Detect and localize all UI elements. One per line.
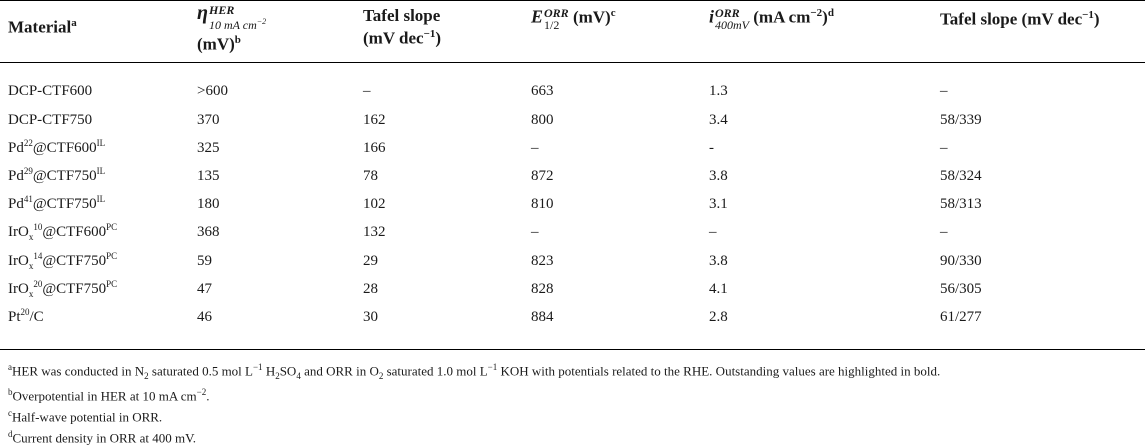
table-row: Pd41@CTF750IL 180 102 810 3.1 58/313 — [0, 195, 1145, 221]
cell-tafel-orr: – — [940, 224, 948, 240]
cell-overpotential: 180 — [197, 196, 220, 212]
cell-tafel-her: 162 — [363, 112, 386, 128]
cell-tafel-orr: 90/330 — [940, 253, 982, 269]
cell-half-wave: 663 — [531, 83, 554, 99]
cell-half-wave: 884 — [531, 309, 554, 325]
cell-half-wave: – — [531, 224, 539, 240]
cell-tafel-orr: 58/339 — [940, 112, 982, 128]
cell-current-density: 2.8 — [709, 309, 728, 325]
cell-overpotential: 135 — [197, 168, 220, 184]
header-current-density: i ORR 400mV (mA cm−2)d — [709, 5, 834, 32]
cell-half-wave: – — [531, 140, 539, 156]
table-row: Pd22@CTF600IL 325 166 – - – — [0, 139, 1145, 165]
table-row: Pt20/C 46 30 884 2.8 61/277 — [0, 308, 1145, 334]
cell-tafel-her: 28 — [363, 281, 378, 297]
cell-material: DCP-CTF600 — [8, 83, 93, 99]
header-half-wave: E ORR 1/2 (mV)c — [531, 5, 616, 32]
cell-overpotential: 47 — [197, 281, 212, 297]
cell-overpotential: 370 — [197, 112, 220, 128]
cell-tafel-orr: – — [940, 83, 948, 99]
cell-tafel-orr: 56/305 — [940, 281, 982, 297]
header-material: Materiala — [8, 17, 77, 37]
footnote-d: dCurrent density in ORR at 400 mV. — [8, 429, 197, 446]
cell-tafel-orr: 61/277 — [940, 309, 982, 325]
table-row: DCP-CTF750 370 162 800 3.4 58/339 — [0, 111, 1145, 137]
cell-tafel-her: 30 — [363, 309, 378, 325]
cell-material: Pt20/C — [8, 307, 44, 326]
table-row: IrOx10@CTF600PC 368 132 – – – — [0, 223, 1145, 249]
cell-tafel-orr: 58/324 — [940, 168, 982, 184]
cell-material: DCP-CTF750 — [8, 112, 93, 128]
cell-tafel-her: 102 — [363, 196, 386, 212]
header-tafel-orr: Tafel slope (mV dec−1) — [940, 9, 1100, 29]
table-row: DCP-CTF600 >600 – 663 1.3 – — [0, 82, 1145, 108]
cell-current-density: - — [709, 140, 714, 156]
footnote-b: bOverpotential in HER at 10 mA cm−2. — [8, 387, 210, 404]
cell-half-wave: 872 — [531, 168, 554, 184]
cell-tafel-her: – — [363, 83, 371, 99]
footnote-c: cHalf-wave potential in ORR. — [8, 408, 163, 425]
cell-half-wave: 800 — [531, 112, 554, 128]
cell-material: IrOx20@CTF750PC — [8, 279, 118, 299]
cell-tafel-her: 29 — [363, 253, 378, 269]
cell-half-wave: 810 — [531, 196, 554, 212]
cell-current-density: 3.1 — [709, 196, 728, 212]
cell-tafel-orr: – — [940, 140, 948, 156]
cell-overpotential: 59 — [197, 253, 212, 269]
cell-overpotential: 368 — [197, 224, 220, 240]
header-overpotential: η HER 10 mA cm−2 (mV)b — [197, 2, 267, 54]
cell-overpotential: >600 — [197, 83, 228, 99]
footnote-a: aHER was conducted in N2 saturated 0.5 m… — [8, 362, 941, 381]
table-row: Pd29@CTF750IL 135 78 872 3.8 58/324 — [0, 167, 1145, 193]
table-row: IrOx20@CTF750PC 47 28 828 4.1 56/305 — [0, 280, 1145, 306]
cell-material: IrOx14@CTF750PC — [8, 251, 118, 271]
cell-overpotential: 325 — [197, 140, 220, 156]
cell-current-density: 4.1 — [709, 281, 728, 297]
table-row: IrOx14@CTF750PC 59 29 823 3.8 90/330 — [0, 252, 1145, 278]
cell-tafel-her: 166 — [363, 140, 386, 156]
cell-material: Pd41@CTF750IL — [8, 194, 106, 213]
cell-material: Pd29@CTF750IL — [8, 166, 106, 185]
table-top-rule — [0, 0, 1145, 1]
cell-current-density: 3.8 — [709, 168, 728, 184]
cell-overpotential: 46 — [197, 309, 212, 325]
header-tafel-her: Tafel slope (mV dec−1) — [363, 6, 442, 48]
cell-current-density: – — [709, 224, 717, 240]
cell-half-wave: 823 — [531, 253, 554, 269]
cell-tafel-orr: 58/313 — [940, 196, 982, 212]
cell-material: IrOx10@CTF600PC — [8, 222, 118, 242]
cell-current-density: 3.4 — [709, 112, 728, 128]
table-header-rule — [0, 62, 1145, 63]
cell-material: Pd22@CTF600IL — [8, 138, 106, 157]
table-bottom-rule — [0, 349, 1145, 350]
cell-tafel-her: 78 — [363, 168, 378, 184]
cell-current-density: 1.3 — [709, 83, 728, 99]
cell-current-density: 3.8 — [709, 253, 728, 269]
cell-half-wave: 828 — [531, 281, 554, 297]
cell-tafel-her: 132 — [363, 224, 386, 240]
